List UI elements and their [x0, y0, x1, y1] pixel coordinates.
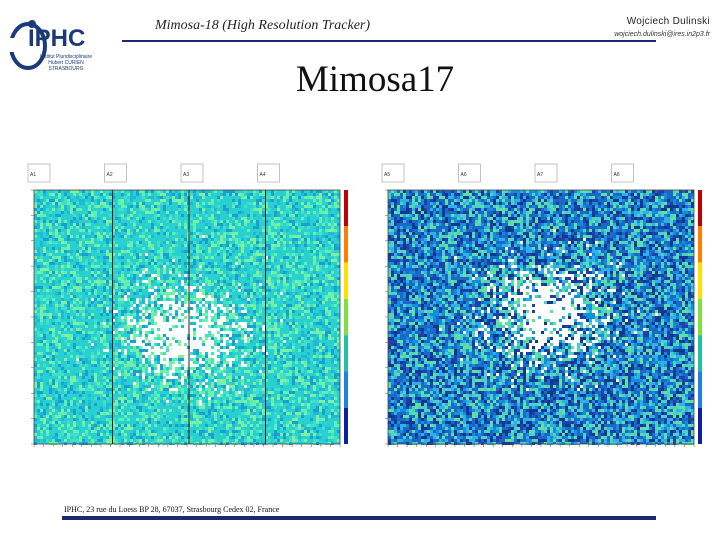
header-divider: [122, 40, 656, 42]
subpanel-label: A7: [537, 172, 543, 178]
author-email: wojciech.dulinski@ires.in2p3.fr: [614, 31, 710, 38]
logo-wordmark: IPHC: [28, 25, 85, 52]
slide-subject: Mimosa-18 (High Resolution Tracker): [155, 18, 371, 33]
subpanel-label: A4: [260, 172, 266, 178]
left-hitmap-panel: A1 A2 A3 A4: [24, 158, 354, 470]
slide-title: Mimosa17: [295, 59, 455, 100]
footer-address: IPHC, 23 rue du Loess BP 28, 67037, Stra…: [64, 505, 280, 514]
subpanel-label: A3: [183, 172, 189, 178]
subpanel-label: A6: [461, 172, 467, 178]
right-hitmap-image: A5 A6 A7 A8: [378, 158, 708, 470]
left-hitmap-image: A1 A2 A3 A4: [24, 158, 354, 470]
logo-caption: Institut Pluridisciplinaire Hubert CURIE…: [39, 54, 93, 72]
right-hitmap-panel: A5 A6 A7 A8: [378, 158, 708, 470]
iphc-logo: IPHC Institut Pluridisciplinaire Hubert …: [8, 10, 94, 72]
iphc-logo-icon: IPHC: [8, 20, 85, 70]
subpanel-label: A8: [614, 172, 620, 178]
subpanel-label: A2: [107, 172, 113, 178]
subpanel-label: A1: [30, 172, 36, 178]
author-name: Wojciech Dulinski: [626, 16, 710, 27]
footer-divider: [62, 516, 656, 520]
subpanel-label: A5: [384, 172, 390, 178]
